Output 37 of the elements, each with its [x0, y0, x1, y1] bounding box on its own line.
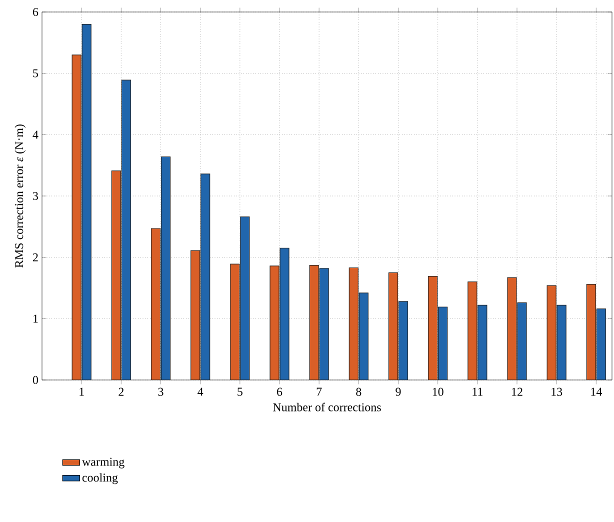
x-tick-label: 13 [552, 388, 562, 396]
bar [358, 292, 368, 380]
y-tick-label: 3 [33, 192, 38, 200]
legend-label: warming [82, 458, 124, 468]
x-tick-label: 14 [591, 388, 602, 396]
bar [240, 216, 250, 380]
bar [82, 24, 92, 380]
x-tick-label: 11 [472, 388, 482, 396]
x-tick-label: 3 [158, 388, 164, 396]
x-tick-label: 2 [118, 388, 124, 396]
bar [398, 301, 408, 380]
bar [478, 304, 488, 380]
y-tick-label: 5 [33, 69, 38, 78]
x-tick-label: 6 [277, 388, 282, 396]
y-tick-label: 2 [33, 253, 38, 262]
x-axis-title: Number of corrections [273, 402, 381, 412]
bar [438, 306, 448, 380]
y-tick-label: 6 [32, 8, 38, 16]
x-tick-label: 7 [316, 388, 322, 396]
y-axis-title: RMS correction error ε (N·m) [14, 124, 26, 268]
y-tick-label: 0 [32, 376, 38, 384]
bar [556, 304, 566, 380]
x-tick-label: 4 [198, 388, 204, 396]
x-tick-label: 9 [396, 388, 401, 396]
bar [121, 80, 131, 380]
bar [160, 156, 171, 380]
y-tick-label: 1 [34, 314, 38, 323]
x-tick-label: 8 [356, 388, 362, 396]
legend-label: cooling [82, 473, 118, 484]
y-tick-label: 4 [32, 130, 38, 139]
x-tick-label: 5 [238, 388, 242, 396]
x-tick-label: 12 [512, 388, 522, 396]
x-tick-label: 10 [432, 388, 444, 396]
bar [596, 308, 606, 380]
bar [319, 268, 329, 380]
bar [200, 174, 210, 380]
x-tick-label: 1 [80, 388, 84, 396]
